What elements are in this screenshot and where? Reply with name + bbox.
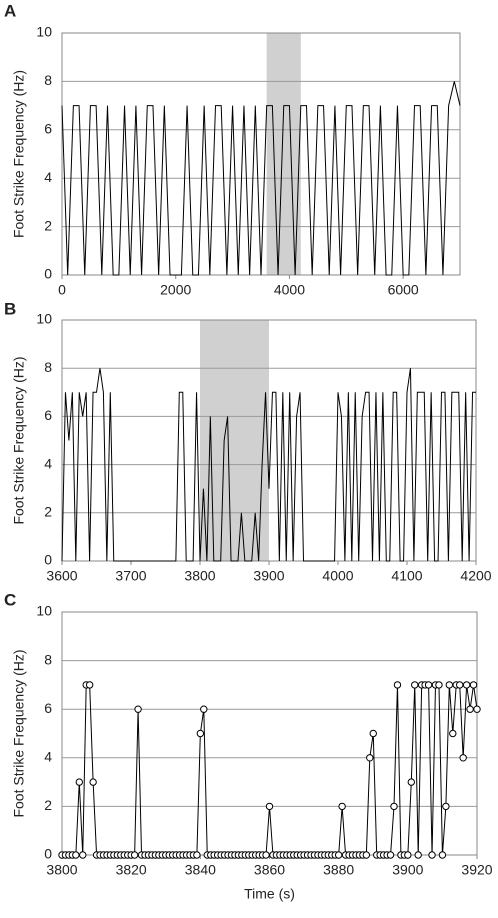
x-tick-label: 3900 [253,568,284,584]
y-tick-label: 2 [44,217,52,233]
data-point [72,851,80,859]
x-tick-label: 3920 [461,862,492,878]
x-tick-label: 3800 [46,862,77,878]
x-axis-label: Time (s) [244,886,295,902]
y-tick-label: 2 [44,797,52,813]
data-point [459,754,467,762]
data-point [438,851,447,859]
data-point [473,705,481,713]
x-tick-label: 4100 [391,568,422,584]
y-tick-label: 0 [44,266,52,282]
data-line [62,684,478,856]
data-point [362,851,371,859]
x-tick-label: 2000 [160,282,191,298]
data-point [424,681,433,689]
x-tick-label: 3820 [116,862,147,878]
data-point [366,754,374,762]
y-tick-label: 10 [36,24,52,40]
y-tick-label: 8 [44,72,52,88]
x-tick-label: 4000 [274,282,305,298]
data-point [79,851,87,859]
panel-label: C [4,590,16,609]
data-line [61,81,461,276]
y-tick-label: 6 [44,121,52,137]
x-tick-label: 3900 [392,862,423,878]
y-tick-label: 6 [44,700,52,716]
x-tick-label: 4000 [322,568,353,584]
data-point [193,851,201,859]
highlight-band [266,33,301,275]
data-point [414,851,422,859]
y-tick-label: 6 [44,407,52,423]
x-tick-label: 3880 [323,862,354,878]
data-point [411,681,419,689]
y-tick-label: 10 [36,603,52,619]
data-point [265,802,274,811]
data-point [404,851,412,859]
data-point [445,681,454,689]
x-tick-label: 3700 [115,568,146,584]
data-point [428,851,436,859]
plot-frame [61,611,478,856]
data-point [456,681,464,689]
data-point [469,681,478,689]
x-tick-label: 4200 [460,568,491,584]
plot-frame [61,319,477,562]
y-tick-label: 8 [44,359,52,375]
y-tick-label: 4 [44,749,52,765]
y-tick-label: 4 [44,455,52,471]
panel-label: B [4,299,16,318]
data-point [386,851,395,859]
x-tick-label: 6000 [388,282,419,298]
data-point [75,778,83,786]
data-line [61,368,476,562]
y-axis-label: Foot Strike Frequency (Hz) [11,70,27,238]
y-tick-label: 2 [44,504,52,520]
data-point [462,681,471,689]
data-point [89,778,97,786]
x-tick-label: 3600 [46,568,77,584]
data-point [369,729,377,738]
data-point [338,802,346,811]
data-point [407,778,415,786]
x-tick-label: 0 [58,282,66,298]
panel-label: A [4,1,16,20]
y-tick-label: 8 [44,651,52,667]
data-point [85,681,94,689]
data-point [390,802,398,811]
highlight-band [200,320,269,561]
y-tick-label: 0 [44,846,52,862]
data-point [393,681,402,689]
data-point [466,705,474,713]
x-tick-label: 3860 [254,862,285,878]
data-point [435,681,443,689]
y-axis-label: Foot Strike Frequency (Hz) [11,649,27,817]
y-tick-label: 10 [36,311,52,327]
data-point [449,729,457,738]
x-tick-label: 3800 [184,568,215,584]
y-tick-label: 0 [44,552,52,568]
data-point [200,705,208,713]
data-point [262,851,270,859]
x-tick-label: 3840 [185,862,216,878]
y-tick-label: 4 [44,169,52,185]
plot-frame [61,32,461,276]
data-point [196,729,205,738]
data-point [442,802,450,811]
y-axis-label: Foot Strike Frequency (Hz) [11,356,27,524]
data-point [134,705,142,713]
data-point [130,851,139,859]
data-point [334,851,343,859]
